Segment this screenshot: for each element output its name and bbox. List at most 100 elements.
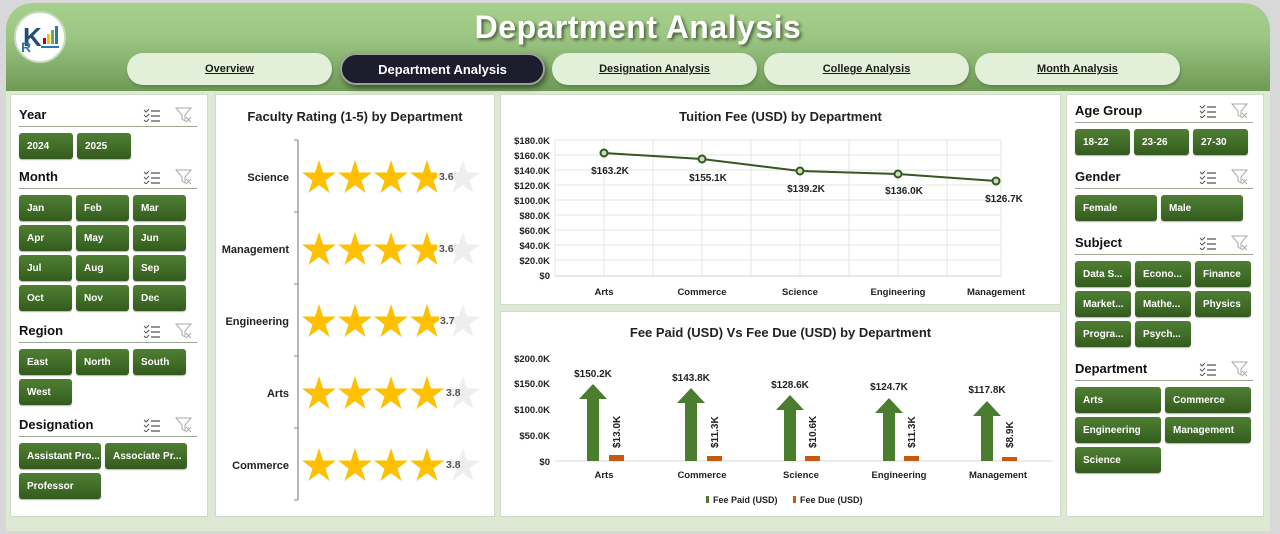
svg-text:Science: Science <box>783 470 819 481</box>
tuition-line-plot: $0 $20.0K $40.0K $60.0K $80.0K $100.0K $… <box>514 136 1026 298</box>
slicer-item-data-science[interactable]: Data S... <box>1075 261 1131 287</box>
slicer-item-sep[interactable]: Sep <box>133 255 186 281</box>
clear-filter-icon[interactable] <box>175 169 193 185</box>
svg-text:3.6: 3.6 <box>439 171 454 183</box>
slicer-item-27-30[interactable]: 27-30 <box>1193 129 1248 155</box>
svg-text:3.8: 3.8 <box>446 387 461 399</box>
slicer-item-18-22[interactable]: 18-22 <box>1075 129 1130 155</box>
fee-paid-labels: $150.2K $143.8K $128.6K $124.7K $117.8K <box>574 369 1006 396</box>
slicer-item-jul[interactable]: Jul <box>19 255 72 281</box>
slicer-item-south[interactable]: South <box>133 349 186 375</box>
department-slicer: Department Arts Commerce Engineering Man… <box>1067 357 1263 473</box>
svg-text:Commerce: Commerce <box>677 470 726 481</box>
slicer-item-professor[interactable]: Professor <box>19 473 101 499</box>
svg-text:$50.0K: $50.0K <box>519 431 550 442</box>
svg-text:$150.0K: $150.0K <box>514 379 550 390</box>
region-slicer: Region East North South West <box>11 319 207 405</box>
multi-select-icon[interactable] <box>1199 362 1217 376</box>
gender-slicer-title: Gender <box>1075 169 1121 184</box>
slicer-item-mathematics[interactable]: Mathe... <box>1135 291 1191 317</box>
designation-slicer: Designation Assistant Pro... Associate P… <box>11 413 207 499</box>
slicer-item-east[interactable]: East <box>19 349 72 375</box>
svg-text:Engineering: Engineering <box>872 470 927 481</box>
tab-department-analysis[interactable]: Department Analysis <box>340 53 545 85</box>
clear-filter-icon[interactable] <box>175 417 193 433</box>
clear-filter-icon[interactable] <box>1231 361 1249 377</box>
slicer-item-nov[interactable]: Nov <box>76 285 129 311</box>
fee-chart-title: Fee Paid (USD) Vs Fee Due (USD) by Depar… <box>629 325 932 340</box>
tab-month-analysis[interactable]: Month Analysis <box>975 53 1180 85</box>
slicer-item-2025[interactable]: 2025 <box>77 133 131 159</box>
fee-due-labels: $13.0K $11.3K $10.6K $11.3K $8.9K <box>612 415 1016 448</box>
subject-slicer-title: Subject <box>1075 235 1122 250</box>
legend: Fee Paid (USD) Fee Due (USD) <box>706 495 863 505</box>
svg-text:Management: Management <box>967 287 1026 298</box>
slicer-item-programming[interactable]: Progra... <box>1075 321 1131 347</box>
slicer-item-jun[interactable]: Jun <box>133 225 186 251</box>
svg-text:$100.0K: $100.0K <box>514 196 550 207</box>
svg-text:$120.0K: $120.0K <box>514 181 550 192</box>
multi-select-icon[interactable] <box>143 324 161 338</box>
svg-text:$124.7K: $124.7K <box>870 382 909 393</box>
multi-select-icon[interactable] <box>143 170 161 184</box>
slicer-item-feb[interactable]: Feb <box>76 195 129 221</box>
svg-text:Arts: Arts <box>594 470 613 481</box>
svg-text:Science: Science <box>247 172 289 184</box>
slicer-item-economics[interactable]: Econo... <box>1135 261 1191 287</box>
kpi-logo-icon: K R <box>21 22 59 55</box>
slicer-item-north[interactable]: North <box>76 349 129 375</box>
tab-college-analysis[interactable]: College Analysis <box>764 53 969 85</box>
tuition-fee-chart: Tuition Fee (USD) by Department $0 $20.0… <box>500 94 1061 305</box>
svg-text:$126.7K: $126.7K <box>985 194 1024 205</box>
slicer-item-management[interactable]: Management <box>1165 417 1251 443</box>
slicer-item-apr[interactable]: Apr <box>19 225 72 251</box>
rating-row-management: Management 3.6 <box>222 232 480 265</box>
slicer-item-female[interactable]: Female <box>1075 195 1157 221</box>
multi-select-icon[interactable] <box>1199 104 1217 118</box>
slicer-item-marketing[interactable]: Market... <box>1075 291 1131 317</box>
slicer-item-male[interactable]: Male <box>1161 195 1243 221</box>
age-group-slicer: Age Group 18-22 23-26 27-30 <box>1067 99 1263 155</box>
slicer-item-may[interactable]: May <box>76 225 129 251</box>
svg-text:Science: Science <box>782 287 818 298</box>
slicer-item-west[interactable]: West <box>19 379 72 405</box>
clear-filter-icon[interactable] <box>175 107 193 123</box>
svg-text:$150.2K: $150.2K <box>574 369 613 380</box>
tab-overview[interactable]: Overview <box>127 53 332 85</box>
clear-filter-icon[interactable] <box>1231 103 1249 119</box>
gender-slicer: Gender Female Male <box>1067 165 1263 221</box>
svg-text:Fee Due (USD): Fee Due (USD) <box>800 495 863 505</box>
slicer-item-science[interactable]: Science <box>1075 447 1161 473</box>
fee-arrow-plot: $0 $50.0K $100.0K $150.0K $200.0K <box>514 354 1053 505</box>
age-group-slicer-title: Age Group <box>1075 103 1143 118</box>
multi-select-icon[interactable] <box>143 418 161 432</box>
slicer-item-associate-professor[interactable]: Associate Pr... <box>105 443 187 469</box>
svg-text:R: R <box>21 39 31 55</box>
slicer-item-aug[interactable]: Aug <box>76 255 129 281</box>
slicer-item-2024[interactable]: 2024 <box>19 133 73 159</box>
x-axis-labels: Arts Commerce Science Engineering Manage… <box>594 287 1025 298</box>
multi-select-icon[interactable] <box>143 108 161 122</box>
slicer-item-mar[interactable]: Mar <box>133 195 186 221</box>
slicer-item-physics[interactable]: Physics <box>1195 291 1251 317</box>
multi-select-icon[interactable] <box>1199 236 1217 250</box>
svg-text:$80.0K: $80.0K <box>519 211 550 222</box>
slicer-item-oct[interactable]: Oct <box>19 285 72 311</box>
year-slicer: Year 2024 2025 <box>11 103 207 159</box>
slicer-item-dec[interactable]: Dec <box>133 285 186 311</box>
slicer-item-engineering[interactable]: Engineering <box>1075 417 1161 443</box>
dashboard: K R Department Analysis Overview Departm… <box>6 3 1270 531</box>
clear-filter-icon[interactable] <box>1231 235 1249 251</box>
svg-text:Engineering: Engineering <box>871 287 926 298</box>
clear-filter-icon[interactable] <box>175 323 193 339</box>
slicer-item-finance[interactable]: Finance <box>1195 261 1251 287</box>
slicer-item-psychology[interactable]: Psych... <box>1135 321 1191 347</box>
multi-select-icon[interactable] <box>1199 170 1217 184</box>
slicer-item-assistant-professor[interactable]: Assistant Pro... <box>19 443 101 469</box>
slicer-item-arts[interactable]: Arts <box>1075 387 1161 413</box>
slicer-item-commerce[interactable]: Commerce <box>1165 387 1251 413</box>
clear-filter-icon[interactable] <box>1231 169 1249 185</box>
slicer-item-23-26[interactable]: 23-26 <box>1134 129 1189 155</box>
slicer-item-jan[interactable]: Jan <box>19 195 72 221</box>
tab-designation-analysis[interactable]: Designation Analysis <box>552 53 757 85</box>
